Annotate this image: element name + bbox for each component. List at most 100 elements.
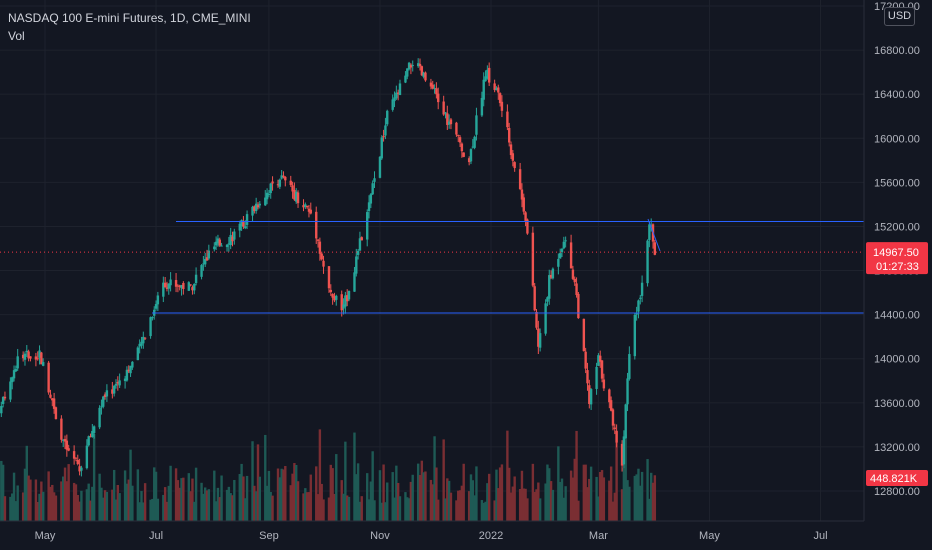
volume-bar: [416, 463, 420, 521]
volume-bar: [595, 476, 598, 521]
volume-bar: [333, 493, 336, 521]
volume-bar: [182, 477, 185, 521]
candle-body: [136, 347, 140, 361]
candle-body: [506, 111, 509, 128]
volume-bar: [429, 479, 433, 521]
volume-bar: [653, 475, 657, 521]
volume-bar: [484, 501, 487, 521]
candle-body: [112, 385, 116, 394]
candle-body: [406, 68, 409, 77]
candle-body: [484, 76, 487, 82]
volume-bar: [609, 466, 613, 521]
candle-body: [114, 383, 118, 386]
candle-body: [72, 451, 76, 459]
candle-body: [546, 297, 549, 302]
candle-body: [202, 263, 205, 265]
candle-body: [544, 303, 547, 334]
candle-body: [637, 300, 640, 312]
candle-body: [174, 280, 178, 287]
volume-bar: [143, 483, 147, 521]
candle-body: [367, 202, 371, 212]
volume-bar: [480, 500, 484, 521]
candle-body: [444, 112, 447, 114]
volume-bar: [253, 485, 256, 521]
volume-bar: [87, 483, 90, 521]
volume-bar: [194, 467, 198, 521]
volume-bar: [142, 502, 145, 521]
candle-body: [327, 266, 331, 289]
volume-bar: [116, 485, 120, 521]
volume-bar: [233, 479, 236, 521]
volume-bar: [520, 470, 524, 521]
volume-bar: [497, 488, 500, 521]
volume-bar: [302, 493, 305, 521]
candle-body: [92, 426, 96, 434]
candle-body: [575, 283, 578, 295]
candle-body: [407, 62, 411, 70]
price-tick-label: 14000.00: [874, 354, 920, 366]
candle-body: [200, 265, 203, 277]
candle-body: [98, 407, 101, 428]
volume-bar: [624, 434, 627, 521]
last-price-value: 14967.50: [873, 247, 919, 259]
volume-bar: [240, 463, 243, 521]
volume-bar: [267, 470, 271, 521]
volume-bar: [584, 464, 587, 521]
bar-countdown: 01:27:33: [876, 261, 919, 273]
volume-bar: [345, 495, 349, 521]
candle-body: [435, 88, 438, 95]
candle-body: [640, 282, 644, 296]
volume-legend[interactable]: Vol: [8, 29, 25, 43]
volume-bar: [648, 498, 651, 521]
volume-bar: [305, 492, 309, 521]
candle-body: [513, 162, 516, 169]
candle-body: [264, 197, 267, 206]
volume-bar: [202, 493, 205, 521]
volume-bar: [433, 436, 436, 521]
volume-bar: [435, 467, 438, 521]
volume-bar: [335, 454, 338, 521]
candle-body: [329, 289, 333, 293]
volume-bar: [355, 474, 358, 521]
volume-bar: [422, 472, 425, 521]
candle-body: [91, 430, 94, 437]
candle-body: [442, 101, 445, 115]
candle-body: [29, 356, 32, 359]
volume-bar: [151, 498, 154, 521]
candle-body: [62, 439, 65, 441]
candle-body: [229, 234, 232, 246]
volume-bar: [244, 498, 247, 521]
candle-body: [282, 175, 285, 178]
volume-bar: [153, 467, 156, 521]
candle-body: [244, 226, 247, 229]
candle-body: [424, 72, 427, 81]
symbol-title[interactable]: NASDAQ 100 E-mini Futures, 1D, CME_MINI: [8, 11, 251, 25]
volume-bar: [431, 484, 434, 521]
volume-bar: [356, 463, 360, 521]
horizontal-lines[interactable]: [0, 218, 864, 314]
currency-badge[interactable]: USD: [884, 7, 915, 26]
candle-body: [245, 214, 249, 225]
volume-bar: [611, 501, 615, 521]
volume-bar: [369, 481, 373, 521]
candle-body: [203, 259, 207, 265]
chart-grid: [0, 0, 864, 521]
candle-body: [447, 121, 451, 125]
volume-bar: [23, 468, 27, 521]
volume-bar: [12, 472, 16, 521]
candle-body: [118, 380, 121, 386]
candle-body: [142, 336, 145, 344]
volume-bar: [193, 501, 196, 521]
candle-body: [140, 341, 143, 346]
time-tick-label: May: [699, 530, 720, 542]
price-tick-label: 12800.00: [874, 486, 920, 498]
volume-bar: [531, 463, 535, 521]
volume-bar: [513, 476, 516, 521]
volume-bar: [118, 493, 121, 521]
volume-bar: [360, 496, 363, 521]
price-tick-label: 16800.00: [874, 45, 920, 57]
candle-body: [103, 394, 107, 398]
volume-bar: [213, 470, 216, 521]
candle-body: [0, 406, 3, 414]
